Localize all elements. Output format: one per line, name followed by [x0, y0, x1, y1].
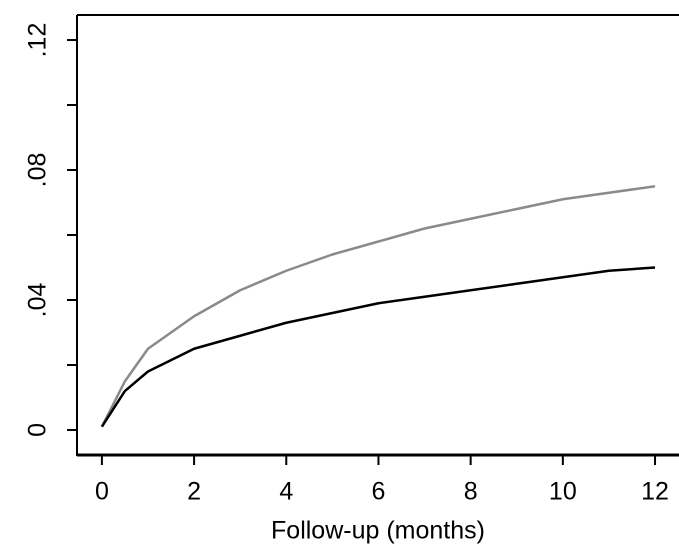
x-tick-label: 4	[279, 478, 293, 506]
x-tick-label: 8	[464, 478, 478, 506]
y-tick-label: 0	[24, 423, 52, 437]
y-tick-label: .08	[24, 153, 52, 188]
x-tick-label: 2	[187, 478, 201, 506]
x-tick-label: 10	[549, 478, 577, 506]
x-tick-label: 12	[641, 478, 669, 506]
x-axis-title: Follow-up (months)	[271, 517, 485, 545]
y-tick-label: .12	[24, 23, 52, 58]
x-tick-label: 6	[372, 478, 386, 506]
x-tick-label: 0	[95, 478, 109, 506]
series-line	[100, 185, 656, 428]
y-tick-label: .04	[24, 283, 52, 318]
series-line	[100, 266, 656, 428]
